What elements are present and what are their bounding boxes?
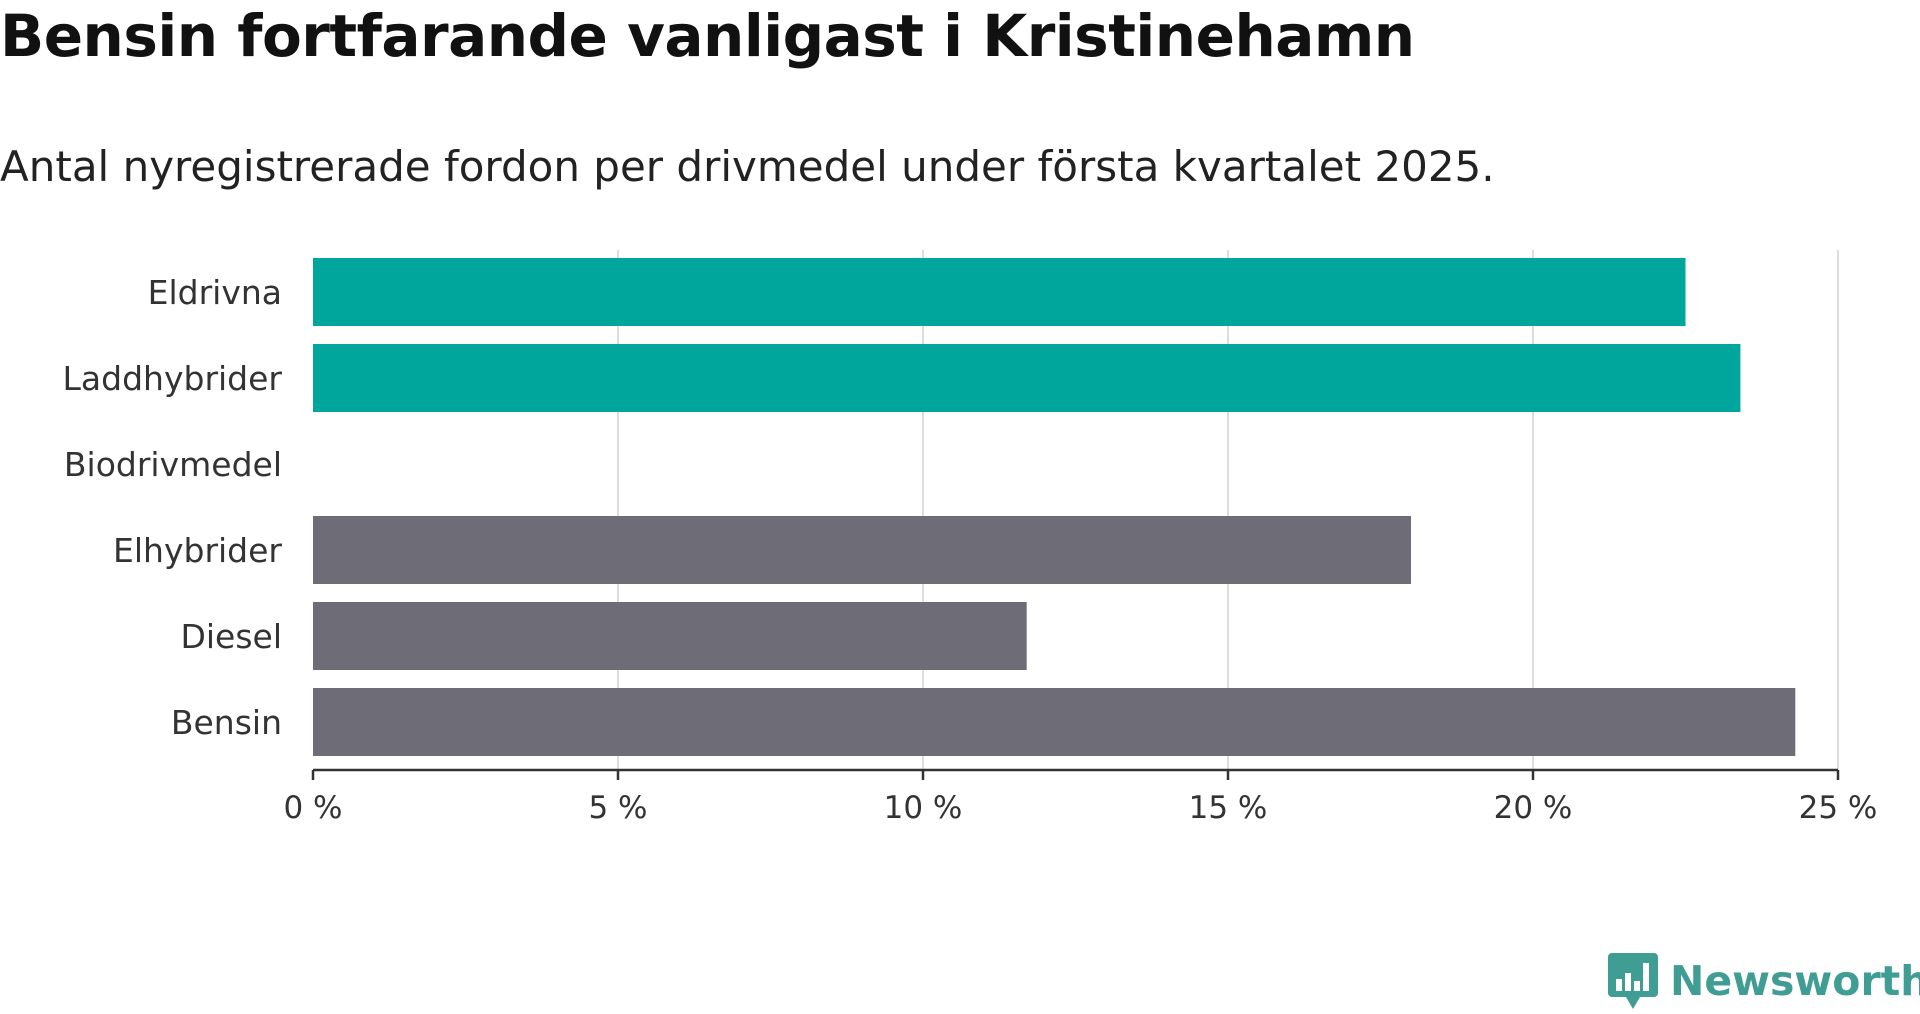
chart-title: Bensin fortfarande vanligast i Kristineh…	[0, 2, 1415, 70]
bars	[313, 258, 1796, 756]
newsworthy-logo-icon	[1608, 953, 1658, 1009]
bar	[313, 602, 1027, 670]
x-axis: 0 % 5 % 10 % 15 % 20 % 25 %	[283, 768, 1878, 826]
chart-subtitle: Antal nyregistrerade fordon per drivmede…	[0, 142, 1495, 191]
newsworthy-logo: Newsworthy	[1608, 948, 1920, 1014]
bar	[313, 344, 1741, 412]
grid-lines	[617, 250, 1839, 770]
x-tick-label: 25 %	[1799, 790, 1878, 826]
bar	[313, 688, 1796, 756]
bar	[313, 516, 1411, 584]
x-tick-label: 0 %	[283, 790, 342, 826]
category-label: Biodrivmedel	[64, 445, 282, 484]
category-label: Laddhybrider	[63, 359, 283, 398]
x-tick-label: 15 %	[1189, 790, 1268, 826]
bar	[313, 258, 1686, 326]
x-tick-label: 10 %	[884, 790, 963, 826]
x-tick-label: 20 %	[1494, 790, 1573, 826]
category-labels: Eldrivna Laddhybrider Biodrivmedel Elhybrid…	[63, 273, 283, 742]
category-label: Bensin	[171, 703, 282, 742]
category-label: Elhybrider	[113, 531, 282, 570]
bar-chart: Eldrivna Laddhybrider Biodrivmedel Elhybrid…	[63, 250, 1878, 826]
category-label: Eldrivna	[148, 273, 282, 312]
category-label: Diesel	[180, 617, 282, 656]
brand-name: Newsworthy	[1670, 957, 1920, 1005]
x-tick-label: 5 %	[588, 790, 647, 826]
